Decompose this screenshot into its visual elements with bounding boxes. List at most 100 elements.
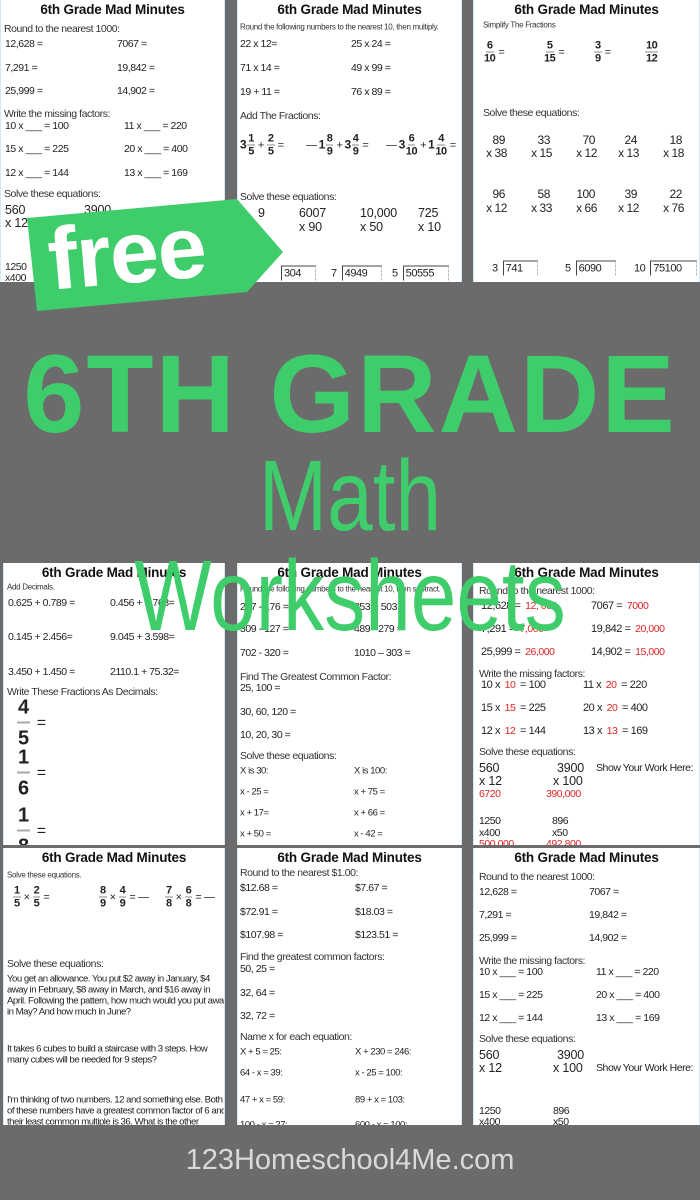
worksheet-line: x - 42 = [354,828,383,840]
expression-text: 20 x [583,702,605,715]
worksheet-line: 47 + x = 59: [240,1094,285,1106]
worksheet-line: Solve these equations: [479,1033,576,1045]
worksheet-line: x 10 [418,220,441,234]
worksheet-line: 20 x ___ = 400 [596,989,660,1001]
worksheet-title: 6th Grade Mad Minutes [41,850,187,865]
worksheet-line: 0.456 + 0.768= [110,597,175,609]
expression-text: 10 x [481,679,503,692]
expression-text: = [558,46,565,58]
fraction-numerator: 1 [13,884,21,898]
worksheet-line: 896 [553,1105,570,1117]
worksheet-preview: 6th Grade Mad Minutes Round to the neares… [237,848,462,1125]
worksheet-line: 1250 [479,815,501,827]
expression-text: = [277,139,284,151]
fraction-numerator: 1 [17,747,30,774]
worksheet-line: x 50 [360,220,383,234]
fraction-whole: 1 [318,138,326,152]
worksheet-line: x 100 [553,774,583,788]
expression-text: = 225 [517,702,546,715]
fraction-numerator: 4 [118,884,127,898]
worksheet-line: their least common multiple is 36. What … [7,1116,199,1126]
worksheet-line: 22 x 12= [240,38,277,50]
expression-text: 19,842 = [591,623,634,636]
worksheet-line: Show Your Work Here: [596,1062,694,1074]
worksheet-line: 13 x ___ = 169 [596,1012,660,1024]
expression-text: — [386,139,397,151]
worksheet-line: 25,999 = 26,000 [479,646,555,658]
worksheet-line: 7067 = [589,886,619,898]
worksheet-line: 33 [537,133,551,147]
fraction-denominator: 6 [18,777,29,800]
worksheet-line: $107.98 = [240,929,283,941]
worksheet-line: x + 17= [240,807,269,819]
worksheet-title: 6th Grade Mad Minutes [277,2,422,17]
worksheet-line: 12,628 = [479,886,517,898]
worksheet-line: x 15 [531,146,552,160]
fraction-numerator: 10 [645,39,659,53]
fraction-numerator: 4 [437,132,445,146]
worksheet-line: 9 [258,206,265,220]
answer-text: 7,000 [519,622,544,635]
worksheet-line: Solve these equations: [240,191,337,203]
expression-text: + [257,139,264,151]
expression-text: × [23,891,30,903]
free-tag-label: free [43,196,210,309]
fraction-denominator: 9 [352,145,359,158]
worksheet-line: Solve these equations: [240,750,337,762]
fraction-denominator: 5 [33,897,40,910]
worksheet-line: 58 [537,187,551,201]
worksheet-line: X + 230 = 246: [355,1046,412,1058]
answer-text: 20 [605,678,617,691]
worksheet-line: x 100 [553,1061,583,1075]
answer-text: 12, 000 [525,599,558,612]
answer-text: 10 [504,678,516,691]
worksheet-line: $72.91 = [240,906,278,918]
worksheet-line: 76 x 89 = [351,86,391,98]
worksheet-line: 1250 [5,261,27,273]
worksheet-line: 18= [16,805,48,845]
worksheet-line: 6007 [299,206,327,220]
worksheet-line: many cubes will be needed for 9 steps? [7,1054,157,1066]
worksheet-line: 15 x 15 = 225 [479,702,548,714]
worksheet-line: X + 5 = 25: [240,1046,282,1058]
worksheet-line: 15 x ___ = 225 [479,989,543,1001]
expression-text: 14,902 = [591,646,634,659]
worksheet-line: 10 x ___ = 100 [5,120,69,132]
worksheet-line: x + 66 = [354,807,385,819]
expression-text: 10 [634,262,646,275]
worksheet-line: 11 x ___ = 220 [596,966,659,978]
worksheet-line: Round the following numbers to the neare… [240,22,439,32]
worksheet-line: 4 5 = [16,697,48,750]
worksheet-line: 32, 72 = [240,1010,275,1022]
expression-text: = 220 [618,679,647,692]
fraction-denominator: 5 [14,897,20,910]
fraction-numerator: 4 [351,132,360,146]
worksheet-line: 560 [5,203,26,217]
worksheet-line: 18 [669,133,683,147]
worksheet-line: 725 [418,206,439,220]
worksheet-line: Write the missing factors: [479,955,585,967]
worksheet-line: x400 [479,1116,500,1125]
worksheet-line: 702 - 320 = [240,647,289,659]
worksheet-line: 3900 [557,761,585,775]
expression-text: = [36,764,46,781]
worksheet-line: 12,628 = [5,38,43,50]
worksheet-line: —3 6 10 +1 4 10 = [384,133,458,158]
fraction-whole: 3 [398,138,406,152]
expression-text: = 169 [619,725,648,738]
worksheet-line: 7 8 × 6 8 = — [164,885,216,910]
worksheet-line: Simplify The Fractions [483,20,556,30]
fraction-stack: 6 10 [406,133,418,158]
fraction-numerator: 5 [545,39,554,53]
worksheet-line: 3 9 = [593,40,613,65]
expression-text: 15 x [481,702,503,715]
fraction-stack: 18 [17,805,30,845]
worksheet-line: 25 x 24 = [351,38,391,50]
answer-text: 500,000 [479,838,514,845]
worksheet-line: 6720 [479,788,501,800]
worksheet-title: 6th Grade Mad Minutes [41,565,187,580]
